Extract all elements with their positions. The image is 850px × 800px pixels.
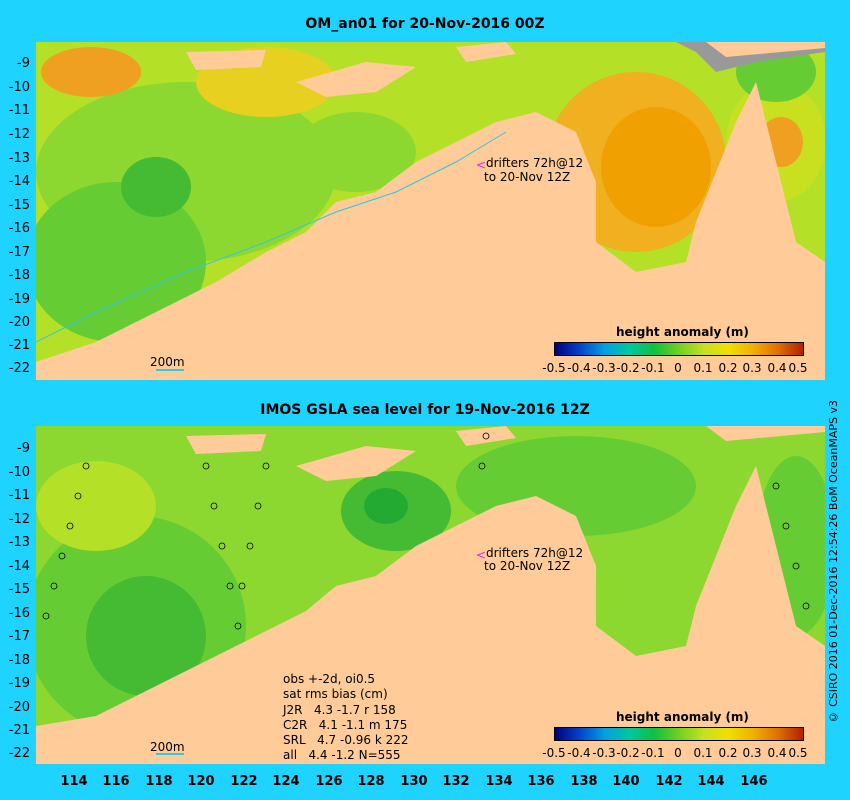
top-scale-label: 200m bbox=[150, 355, 185, 369]
stats-line: sat rms bias (cm) bbox=[283, 687, 388, 701]
x-tick-label: 120 bbox=[187, 774, 215, 789]
y-tick-label: -15 bbox=[8, 198, 30, 213]
colorbar-tick: 0.3 bbox=[742, 746, 762, 760]
colorbar-tick: 0.3 bbox=[742, 361, 762, 375]
bottom-legend-title: height anomaly (m) bbox=[616, 710, 749, 724]
x-tick-label: 138 bbox=[570, 774, 598, 789]
stats-line: all 4.4 -1.2 N=555 bbox=[283, 748, 401, 762]
y-tick-label: -11 bbox=[8, 488, 30, 503]
colorbar-tick: 0.5 bbox=[788, 746, 808, 760]
x-tick-label: 144 bbox=[697, 774, 725, 789]
y-tick-label: -17 bbox=[8, 629, 30, 644]
colorbar-tick: -0.2 bbox=[616, 361, 640, 375]
bottom-drifters-label-1: drifters 72h@12 bbox=[486, 546, 584, 560]
y-tick-label: -19 bbox=[8, 676, 30, 691]
colorbar-tick: -0.2 bbox=[616, 746, 640, 760]
colorbar-tick: -0.4 bbox=[567, 746, 591, 760]
bottom-drifters-arrow: < bbox=[476, 548, 487, 562]
bottom-colorbar bbox=[554, 727, 804, 741]
y-tick-label: -12 bbox=[8, 512, 30, 527]
y-tick-label: -15 bbox=[8, 582, 30, 597]
y-tick-label: -22 bbox=[8, 361, 30, 376]
top-drifters-arrow: < bbox=[476, 158, 487, 172]
x-tick-label: 118 bbox=[145, 774, 173, 789]
y-tick-label: -17 bbox=[8, 245, 30, 260]
top-map-title: OM_an01 for 20-Nov-2016 00Z bbox=[305, 16, 545, 32]
y-tick-label: -20 bbox=[8, 700, 30, 715]
colorbar-tick: -0.1 bbox=[641, 361, 665, 375]
y-tick-label: -18 bbox=[8, 268, 30, 283]
colorbar-tick: 0 bbox=[674, 361, 682, 375]
top-legend-title: height anomaly (m) bbox=[616, 325, 749, 339]
colorbar-tick: 0.4 bbox=[767, 361, 787, 375]
x-tick-label: 116 bbox=[102, 774, 130, 789]
colorbar-tick: 0.1 bbox=[693, 361, 713, 375]
y-tick-label: -10 bbox=[8, 465, 30, 480]
y-tick-label: -9 bbox=[17, 56, 30, 71]
top-map[interactable] bbox=[36, 42, 825, 380]
colorbar-tick: -0.3 bbox=[592, 361, 616, 375]
bottom-scale-label: 200m bbox=[150, 740, 185, 754]
x-tick-label: 134 bbox=[485, 774, 513, 789]
colorbar-tick: 0.2 bbox=[718, 361, 738, 375]
y-tick-label: -16 bbox=[8, 606, 30, 621]
credit-text: © CSIRO 2016 01-Dec-2016 12:54:26 BoM Oc… bbox=[827, 400, 840, 724]
y-tick-label: -14 bbox=[8, 174, 30, 189]
colorbar-tick: 0.2 bbox=[718, 746, 738, 760]
top-colorbar bbox=[554, 342, 804, 356]
x-tick-label: 132 bbox=[442, 774, 470, 789]
colorbar-tick: 0.5 bbox=[788, 361, 808, 375]
stats-line: obs +-2d, oi0.5 bbox=[283, 672, 376, 686]
top-drifters-label-2: to 20-Nov 12Z bbox=[484, 170, 571, 184]
x-tick-label: 142 bbox=[655, 774, 683, 789]
colorbar-tick: 0.4 bbox=[767, 746, 787, 760]
y-tick-label: -10 bbox=[8, 80, 30, 95]
top-drifters-label-1: drifters 72h@12 bbox=[486, 156, 584, 170]
y-tick-label: -20 bbox=[8, 315, 30, 330]
y-tick-label: -12 bbox=[8, 127, 30, 142]
y-tick-label: -19 bbox=[8, 292, 30, 307]
bottom-drifters-label-2: to 20-Nov 12Z bbox=[484, 559, 571, 573]
x-tick-label: 140 bbox=[612, 774, 640, 789]
x-tick-label: 122 bbox=[230, 774, 258, 789]
x-tick-label: 126 bbox=[315, 774, 343, 789]
y-tick-label: -13 bbox=[8, 535, 30, 550]
colorbar-tick: -0.4 bbox=[567, 361, 591, 375]
y-tick-label: -14 bbox=[8, 559, 30, 574]
y-tick-label: -16 bbox=[8, 221, 30, 236]
bottom-map[interactable] bbox=[36, 426, 825, 764]
x-tick-label: 114 bbox=[60, 774, 88, 789]
colorbar-tick: 0 bbox=[674, 746, 682, 760]
colorbar-tick: 0.1 bbox=[693, 746, 713, 760]
y-tick-label: -22 bbox=[8, 746, 30, 761]
y-tick-label: -9 bbox=[17, 441, 30, 456]
x-tick-label: 146 bbox=[740, 774, 768, 789]
colorbar-tick: -0.5 bbox=[542, 361, 566, 375]
y-tick-label: -21 bbox=[8, 723, 30, 738]
stats-line: J2R 4.3 -1.7 r 158 bbox=[283, 703, 396, 717]
x-tick-label: 136 bbox=[527, 774, 555, 789]
colorbar-tick: -0.3 bbox=[592, 746, 616, 760]
y-tick-label: -11 bbox=[8, 103, 30, 118]
x-tick-label: 124 bbox=[272, 774, 300, 789]
bottom-map-title: IMOS GSLA sea level for 19-Nov-2016 12Z bbox=[260, 402, 590, 418]
colorbar-tick: -0.1 bbox=[641, 746, 665, 760]
stats-line: SRL 4.7 -0.96 k 222 bbox=[283, 733, 409, 747]
colorbar-tick: -0.5 bbox=[542, 746, 566, 760]
y-tick-label: -21 bbox=[8, 338, 30, 353]
y-tick-label: -18 bbox=[8, 653, 30, 668]
x-tick-label: 128 bbox=[357, 774, 385, 789]
x-tick-label: 130 bbox=[400, 774, 428, 789]
y-tick-label: -13 bbox=[8, 151, 30, 166]
stats-line: C2R 4.1 -1.1 m 175 bbox=[283, 718, 408, 732]
